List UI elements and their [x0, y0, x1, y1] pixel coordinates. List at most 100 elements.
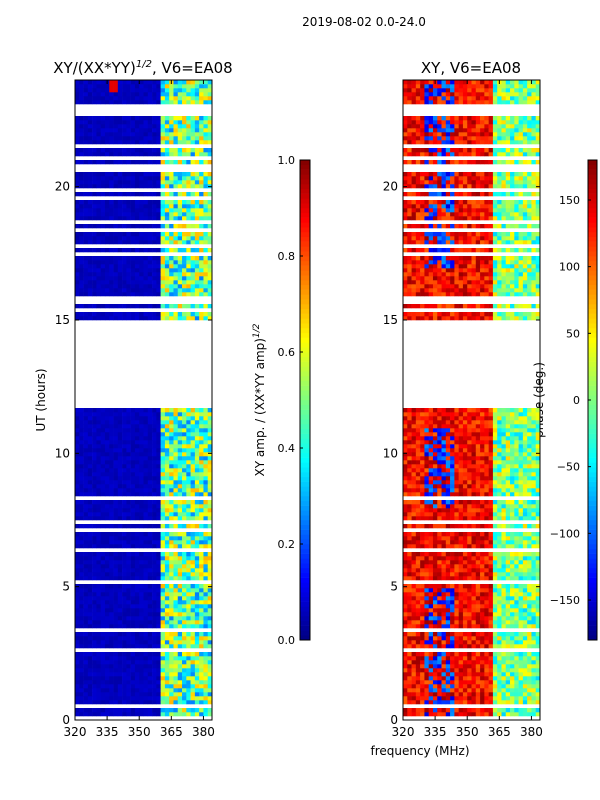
- heatmap-cell: [190, 180, 196, 185]
- heatmap-cell: [130, 264, 136, 269]
- heatmap-cell: [411, 576, 417, 581]
- heatmap-cell: [186, 620, 191, 625]
- heatmap-cell: [164, 256, 170, 261]
- heatmap-cell: [92, 412, 97, 417]
- heatmap-cell: [467, 576, 472, 581]
- heatmap-cell: [104, 432, 110, 437]
- heatmap-cell: [510, 612, 515, 617]
- heatmap-cell: [96, 640, 101, 645]
- heatmap-cell: [194, 128, 200, 133]
- heatmap-cell: [182, 596, 187, 601]
- heatmap-cell: [207, 552, 213, 557]
- heatmap-cell: [510, 576, 515, 581]
- heatmap-cell: [96, 232, 101, 237]
- heatmap-cell: [160, 124, 166, 129]
- heatmap-cell: [164, 708, 170, 713]
- heatmap-cell: [96, 636, 101, 641]
- heatmap-cell: [203, 88, 209, 93]
- heatmap-cell: [100, 552, 106, 557]
- heatmap-cell: [407, 660, 412, 665]
- heatmap-cell: [152, 140, 157, 145]
- heatmap-cell: [134, 92, 140, 97]
- heatmap-cell: [173, 232, 179, 237]
- heatmap-cell: [186, 236, 191, 241]
- heatmap-cell: [458, 612, 464, 617]
- heatmap-cell: [207, 236, 213, 241]
- heatmap-cell: [113, 488, 119, 493]
- heatmap-cell: [522, 620, 528, 625]
- colorbar-segment: [300, 630, 310, 636]
- heatmap-cell: [96, 128, 101, 133]
- heatmap-cell: [424, 588, 429, 593]
- heatmap-cell: [424, 684, 429, 689]
- heatmap-cell: [471, 596, 477, 601]
- colorbar-tick-label: 0.0: [278, 634, 296, 647]
- heatmap-cell: [467, 560, 472, 565]
- heatmap-cell: [104, 192, 110, 197]
- heatmap-cell: [96, 268, 101, 273]
- heatmap-cell: [203, 264, 209, 269]
- heatmap-cell: [134, 440, 140, 445]
- heatmap-cell: [462, 604, 468, 609]
- heatmap-cell: [139, 100, 144, 105]
- heatmap-cell: [505, 668, 511, 673]
- heatmap-cell: [514, 560, 519, 565]
- heatmap-cell: [130, 152, 136, 157]
- heatmap-cell: [186, 192, 191, 197]
- heatmap-cell: [207, 508, 213, 513]
- heatmap-cell: [510, 684, 515, 689]
- heatmap-cell: [471, 616, 477, 621]
- heatmap-cell: [535, 584, 541, 589]
- heatmap-cell: [207, 316, 213, 321]
- heatmap-cell: [199, 140, 204, 145]
- heatmap-cell: [411, 676, 417, 681]
- heatmap-cell: [169, 572, 174, 577]
- heatmap-cell: [194, 688, 200, 693]
- heatmap-cell: [169, 660, 174, 665]
- heatmap-cell: [104, 572, 110, 577]
- heatmap-cell: [169, 712, 174, 717]
- heatmap-cell: [160, 568, 166, 573]
- heatmap-cell: [203, 624, 209, 629]
- heatmap-cell: [173, 204, 179, 209]
- heatmap-cell: [75, 312, 80, 317]
- heatmap-cell: [428, 688, 434, 693]
- colorbar-segment: [300, 606, 310, 612]
- heatmap-cell: [203, 600, 209, 605]
- colorbar-segment: [300, 385, 310, 391]
- heatmap-cell: [83, 636, 89, 641]
- heatmap-cell: [75, 588, 80, 593]
- heatmap-cell: [190, 316, 196, 321]
- heatmap-cell: [147, 92, 153, 97]
- heatmap-cell: [415, 624, 421, 629]
- heatmap-cell: [164, 616, 170, 621]
- heatmap-cell: [403, 632, 408, 637]
- heatmap-cell: [492, 644, 498, 649]
- heatmap-cell: [79, 484, 84, 489]
- heatmap-cell: [122, 552, 127, 557]
- heatmap-cell: [169, 208, 174, 213]
- heatmap-cell: [527, 708, 532, 713]
- heatmap-cell: [83, 424, 89, 429]
- heatmap-cell: [143, 536, 149, 541]
- heatmap-cell: [100, 452, 106, 457]
- heatmap-cell: [169, 532, 174, 537]
- heatmap-cell: [445, 552, 451, 557]
- heatmap-cell: [134, 444, 140, 449]
- heatmap-cell: [100, 540, 106, 545]
- heatmap-cell: [75, 160, 80, 165]
- heatmap-cell: [96, 416, 101, 421]
- heatmap-cell: [130, 600, 136, 605]
- heatmap-cell: [130, 692, 136, 697]
- heatmap-cell: [173, 484, 179, 489]
- heatmap-cell: [160, 668, 166, 673]
- heatmap-cell: [407, 544, 412, 549]
- heatmap-cell: [199, 184, 204, 189]
- heatmap-cell: [87, 136, 93, 141]
- heatmap-cell: [480, 544, 485, 549]
- heatmap-cell: [126, 92, 131, 97]
- heatmap-cell: [126, 240, 131, 245]
- heatmap-cell: [164, 420, 170, 425]
- heatmap-cell: [126, 544, 131, 549]
- heatmap-cell: [169, 232, 174, 237]
